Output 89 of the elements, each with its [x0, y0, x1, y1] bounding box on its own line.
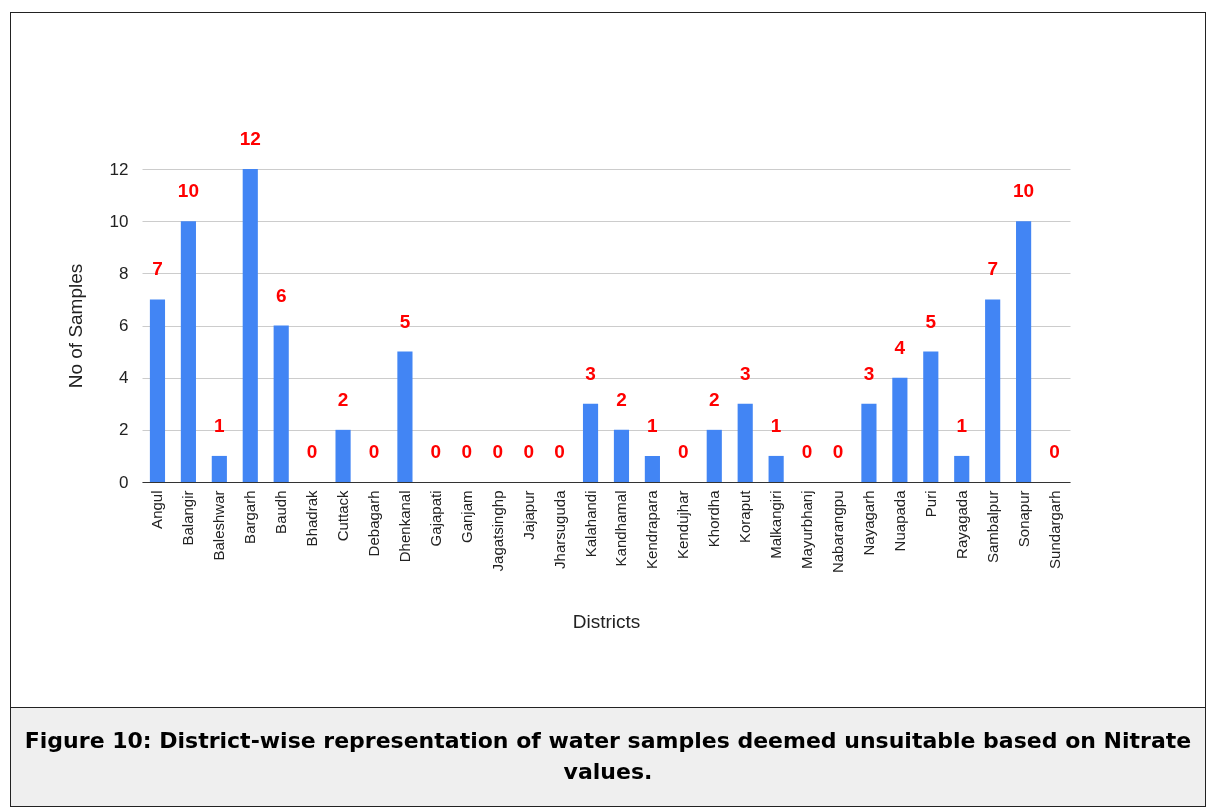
x-tick-label: Koraput — [736, 489, 754, 544]
bar — [644, 455, 660, 482]
x-tick-label: Kendrapara — [643, 489, 661, 569]
data-label: 6 — [275, 284, 287, 306]
x-tick-label: Dhenkanal — [395, 490, 413, 563]
x-tick-label: Angul — [148, 490, 166, 529]
data-label: 1 — [214, 414, 226, 436]
y-tick-label: 4 — [119, 368, 129, 388]
y-tick-label: 0 — [119, 472, 129, 492]
data-label: 3 — [585, 362, 596, 384]
x-tick-label: Nayagarh — [859, 490, 877, 556]
x-tick-label: Gajapati — [426, 490, 444, 547]
x-tick-label: Baleshwar — [210, 490, 228, 561]
data-label: 2 — [708, 388, 720, 410]
data-label: 7 — [152, 258, 163, 280]
data-label: 12 — [239, 128, 261, 149]
bar — [149, 299, 166, 482]
y-tick-label: 12 — [109, 159, 129, 179]
bar — [613, 429, 630, 482]
bar — [1016, 221, 1032, 482]
data-label: 2 — [616, 388, 627, 410]
data-label: 5 — [925, 310, 937, 332]
y-tick-label: 2 — [119, 420, 129, 440]
y-tick-label: 10 — [109, 211, 129, 231]
data-label: 0 — [461, 441, 473, 462]
bar — [397, 351, 413, 482]
data-label: 0 — [492, 441, 504, 462]
data-label: 1 — [647, 414, 659, 436]
bar — [273, 325, 289, 482]
x-tick-label: Balangir — [179, 490, 197, 546]
x-tick-label: Kendujhar — [674, 490, 692, 559]
x-tick-label: Jajapur — [519, 490, 537, 540]
data-label: 3 — [739, 362, 751, 384]
x-tick-label: Kandhamal — [612, 490, 630, 567]
x-tick-label: Rayagada — [952, 489, 970, 559]
y-axis-title: No of Samples — [64, 263, 86, 389]
x-tick-label: Sonapur — [1014, 490, 1032, 548]
x-tick-label: Ganjam — [457, 490, 475, 544]
x-tick-label: Sundargarh — [1045, 490, 1063, 569]
bar — [985, 299, 1001, 482]
data-label: 10 — [177, 180, 199, 202]
x-tick-label: Bhadrak — [303, 490, 321, 547]
bar — [706, 429, 722, 482]
data-label: 0 — [368, 441, 380, 462]
bar — [582, 403, 599, 482]
bar — [737, 403, 753, 482]
data-label: 0 — [832, 441, 844, 462]
x-tick-label: Bargarh — [241, 490, 259, 544]
data-label: 0 — [306, 441, 318, 462]
data-label: 10 — [1013, 180, 1035, 202]
data-label: 7 — [987, 258, 998, 280]
data-label: 0 — [678, 441, 689, 462]
data-label: 0 — [554, 441, 565, 462]
x-axis-title: Districts — [572, 611, 641, 633]
x-tick-label: Cuttack — [334, 490, 352, 542]
x-tick-label: Khordha — [705, 489, 723, 548]
bar — [892, 377, 908, 482]
x-tick-label: Jharsuguda — [550, 489, 568, 569]
x-tick-label: Kalahandi — [581, 490, 599, 558]
x-tick-label: Debagarh — [365, 490, 382, 557]
bar — [861, 403, 877, 482]
text: Figure 10: District-wise representation of water samples deemed unsuitable based on Nitrate values. — [11, 707, 1205, 807]
bar — [768, 455, 784, 482]
data-label: 3 — [863, 362, 875, 384]
data-label: 0 — [1049, 441, 1060, 462]
x-tick-label: Jagatsinghp — [488, 490, 506, 572]
x-tick-label: Nabarangpu — [829, 490, 846, 574]
x-tick-label: Mayurbhanj — [798, 490, 816, 569]
data-label: 0 — [801, 441, 813, 462]
x-tick-label: Baudh — [272, 490, 290, 534]
data-label: 1 — [956, 414, 968, 436]
data-label: 0 — [523, 441, 534, 462]
data-label: 2 — [337, 388, 349, 410]
data-label: 0 — [430, 441, 442, 462]
bar — [335, 429, 351, 482]
data-label: 4 — [894, 336, 906, 358]
bar — [923, 351, 939, 482]
bar — [242, 169, 258, 482]
x-tick-label: Malkangiri — [767, 490, 785, 559]
bar — [211, 455, 227, 482]
bar — [180, 221, 196, 482]
x-tick-label: Puri — [921, 490, 939, 518]
data-label: 5 — [399, 310, 411, 332]
y-tick-label: 6 — [119, 316, 129, 335]
bar — [954, 455, 970, 482]
x-tick-label: Sambalpur — [983, 490, 1001, 564]
y-tick-label: 8 — [119, 263, 129, 283]
x-tick-label: Nuapada — [890, 489, 908, 552]
data-label: 1 — [770, 414, 782, 436]
